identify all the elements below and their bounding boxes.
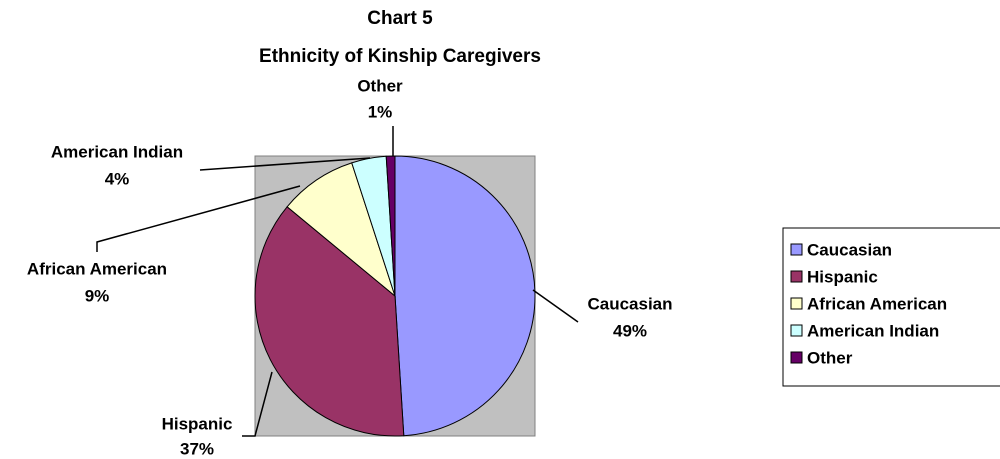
slice-label: Hispanic — [162, 414, 233, 433]
slice-value: 4% — [105, 169, 130, 188]
slice-label: American Indian — [51, 142, 183, 161]
slice-value: 37% — [180, 439, 214, 458]
chart-subtitle: Ethnicity of Kinship Caregivers — [259, 46, 541, 67]
legend-label: African American — [807, 294, 947, 313]
leader-line — [532, 289, 579, 323]
legend-swatch — [790, 297, 803, 310]
legend-swatch — [790, 324, 803, 337]
leader-line — [199, 157, 371, 171]
pie-slice — [385, 155, 396, 297]
slice-value: 49% — [613, 321, 647, 340]
legend-label: Caucasian — [807, 240, 892, 259]
legend-label: American Indian — [807, 321, 939, 340]
pie-slice — [254, 206, 405, 437]
legend-swatch — [790, 351, 803, 364]
chart-title: Chart 5 — [367, 8, 433, 29]
legend-swatch — [790, 270, 803, 283]
slice-label: Caucasian — [587, 294, 672, 313]
slice-value: 1% — [368, 102, 393, 121]
slice-label: Other — [357, 76, 403, 95]
legend-swatch — [790, 243, 803, 256]
legend — [782, 227, 1000, 387]
legend-label: Hispanic — [807, 267, 878, 286]
slice-value: 9% — [85, 286, 110, 305]
pie-slice — [286, 162, 397, 298]
slice-label: African American — [27, 259, 167, 278]
legend-label: Other — [807, 348, 853, 367]
leader-line — [96, 185, 301, 252]
leader-line — [242, 371, 273, 437]
